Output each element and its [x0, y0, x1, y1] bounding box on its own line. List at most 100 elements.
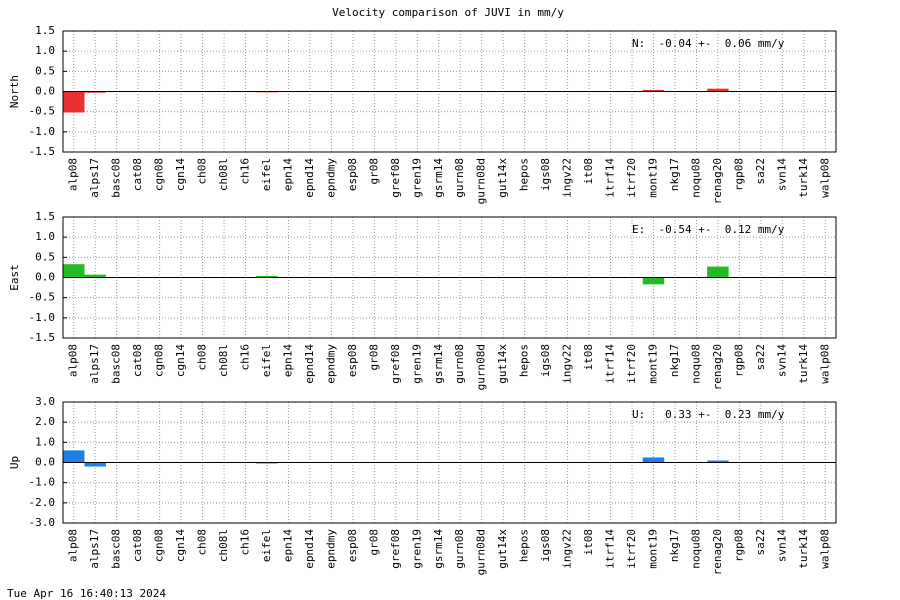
x-tick-label: epndmy: [324, 158, 337, 198]
x-tick-label: alps17: [88, 158, 101, 198]
plot-frame: [62, 216, 837, 339]
x-tick-label: gut14x: [496, 529, 509, 569]
annotation: U: 0.33 +- 0.23 mm/y: [632, 408, 785, 421]
y-tick-label: 0.0: [35, 456, 55, 469]
x-tick-label: epn14: [281, 158, 294, 191]
x-tick-label: ch08: [196, 158, 209, 185]
bar: [642, 89, 665, 92]
bar: [707, 460, 729, 463]
bar: [63, 91, 85, 113]
x-tick-label: esp08: [346, 529, 359, 562]
bar: [84, 91, 106, 93]
x-tick-label: epn14: [281, 529, 294, 562]
x-tick-label: sa22: [754, 529, 767, 556]
chart-title: Velocity comparison of JUVI in mm/y: [332, 6, 564, 19]
x-tick-label: basc08: [110, 529, 123, 569]
x-tick-label: cgn08: [153, 158, 166, 191]
x-tick-label: mont19: [646, 529, 659, 569]
x-tick-label: eifel: [260, 529, 273, 562]
x-tick-label: gsrm14: [432, 344, 445, 384]
y-axis-label: Up: [8, 456, 21, 469]
x-tick-label: rgp08: [732, 529, 745, 562]
x-tick-label: epnd14: [303, 158, 316, 198]
bar: [84, 462, 106, 467]
y-tick-label: -3.0: [29, 516, 56, 529]
x-tick-label: epn14: [281, 344, 294, 377]
x-tick-label: renag20: [711, 158, 724, 204]
x-tick-label: turk14: [797, 344, 810, 384]
x-tick-label: basc08: [110, 158, 123, 198]
x-tick-label: gren19: [410, 344, 423, 384]
y-tick-label: 1.5: [35, 210, 55, 223]
x-tick-label: alps17: [88, 344, 101, 384]
x-tick-label: epnd14: [303, 344, 316, 384]
x-tick-label: it08: [582, 158, 595, 185]
x-tick-label: noqu08: [689, 344, 702, 384]
x-tick-label: renag20: [711, 344, 724, 390]
x-tick-label: nkg17: [668, 344, 681, 377]
x-tick-label: ch08: [196, 529, 209, 556]
x-tick-label: mont19: [646, 158, 659, 198]
x-tick-label: renag20: [711, 529, 724, 575]
y-tick-label: 0.0: [35, 85, 55, 98]
x-tick-label: igs08: [539, 344, 552, 377]
bar: [63, 264, 85, 278]
x-tick-label: esp08: [346, 158, 359, 191]
x-tick-label: gren19: [410, 529, 423, 569]
x-tick-label: gurn08d: [475, 158, 488, 204]
x-tick-label: eifel: [260, 344, 273, 377]
x-tick-label: alp08: [67, 529, 80, 562]
annotation: E: -0.54 +- 0.12 mm/y: [632, 223, 785, 236]
x-tick-label: walp08: [818, 529, 831, 569]
y-tick-label: -1.5: [29, 145, 56, 158]
x-tick-label: gr08: [367, 529, 380, 556]
y-tick-label: 2.0: [35, 415, 55, 428]
x-tick-label: turk14: [797, 529, 810, 569]
x-tick-label: epndmy: [324, 529, 337, 569]
y-tick-label: -1.0: [29, 476, 56, 489]
x-tick-label: gut14x: [496, 158, 509, 198]
x-tick-label: itrf20: [625, 344, 638, 384]
plot-frame: [62, 30, 837, 153]
y-tick-label: 1.5: [35, 24, 55, 37]
x-tick-label: rgp08: [732, 158, 745, 191]
x-tick-label: hepos: [518, 158, 531, 191]
x-tick-label: epndmy: [324, 344, 337, 384]
x-tick-label: itrf20: [625, 158, 638, 198]
x-tick-label: it08: [582, 344, 595, 371]
x-tick-label: cgn08: [153, 344, 166, 377]
x-tick-label: cgn14: [174, 158, 187, 191]
x-tick-label: ch16: [239, 344, 252, 371]
x-tick-label: ch08l: [217, 158, 230, 191]
x-tick-label: cat08: [131, 344, 144, 377]
x-tick-label: gref08: [389, 158, 402, 198]
x-tick-label: walp08: [818, 158, 831, 198]
x-tick-label: gurn08: [453, 158, 466, 198]
annotation: N: -0.04 +- 0.06 mm/y: [632, 37, 785, 50]
bar: [642, 277, 665, 285]
bar: [707, 88, 729, 92]
x-tick-label: svn14: [775, 158, 788, 191]
x-tick-label: gurn08: [453, 344, 466, 384]
x-tick-label: esp08: [346, 344, 359, 377]
x-tick-label: itrf14: [604, 158, 617, 198]
x-tick-label: svn14: [775, 344, 788, 377]
x-tick-label: alps17: [88, 529, 101, 569]
x-tick-label: ingv22: [561, 529, 574, 569]
y-tick-label: -0.5: [29, 105, 56, 118]
x-tick-label: ingv22: [561, 344, 574, 384]
x-tick-label: ch16: [239, 529, 252, 556]
x-tick-label: gsrm14: [432, 529, 445, 569]
y-axis-label: North: [8, 75, 21, 108]
x-tick-label: itrf20: [625, 529, 638, 569]
x-tick-label: gr08: [367, 344, 380, 371]
y-tick-label: 0.5: [35, 250, 55, 263]
x-tick-label: gref08: [389, 344, 402, 384]
plot-frame: [62, 401, 837, 524]
bar: [63, 450, 85, 463]
x-tick-label: sa22: [754, 344, 767, 371]
y-tick-label: 3.0: [35, 395, 55, 408]
y-tick-label: -0.5: [29, 291, 56, 304]
x-tick-label: ingv22: [561, 158, 574, 198]
